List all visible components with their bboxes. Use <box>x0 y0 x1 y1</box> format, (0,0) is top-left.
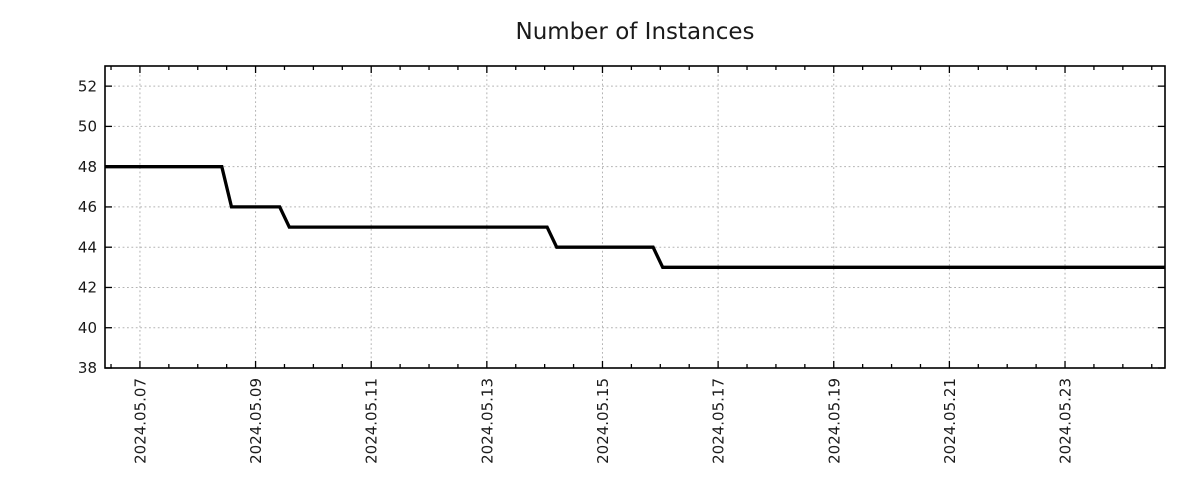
y-tick-label: 42 <box>78 279 97 297</box>
y-tick-label: 50 <box>78 118 97 136</box>
y-tick-label: 44 <box>78 238 97 256</box>
x-tick-label: 2024.05.13 <box>478 378 496 464</box>
x-tick-label: 2024.05.15 <box>594 378 612 464</box>
x-tick-label: 2024.05.17 <box>710 378 728 464</box>
tick-label-layer: 2024.05.07 2024.05.09 2024.05.11 2024.05.13… <box>78 77 1075 464</box>
data-line <box>105 165 1165 269</box>
plot-border <box>104 65 1166 369</box>
grid-layer <box>105 66 1165 368</box>
x-tick-label: 2024.05.21 <box>941 378 959 464</box>
chart-title: Number of Instances <box>516 19 755 45</box>
y-tick-label: 52 <box>78 77 97 95</box>
y-tick-label: 48 <box>78 158 97 176</box>
axis-layer <box>104 65 1166 369</box>
x-tick-label: 2024.05.23 <box>1057 378 1075 464</box>
y-tick-label: 46 <box>78 198 97 216</box>
y-tick-label: 38 <box>78 359 97 377</box>
x-tick-label: 2024.05.07 <box>131 378 149 464</box>
x-tick-label: 2024.05.19 <box>825 378 843 464</box>
y-tick-label: 40 <box>78 319 97 337</box>
x-tick-label: 2024.05.11 <box>363 378 381 464</box>
x-tick-label: 2024.05.09 <box>247 378 265 464</box>
series-layer <box>105 165 1165 269</box>
